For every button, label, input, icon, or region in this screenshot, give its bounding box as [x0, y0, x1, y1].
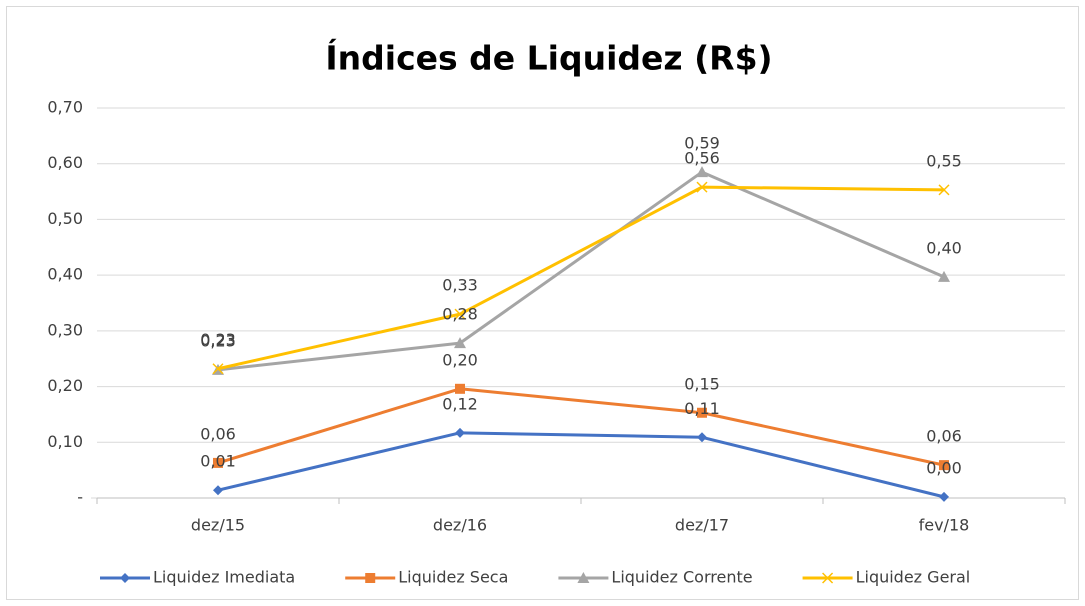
- legend-marker: [365, 573, 376, 583]
- y-tick-label: 0,30: [47, 320, 83, 339]
- y-tick-label: 0,10: [47, 432, 83, 451]
- legend-item: Liquidez Seca: [345, 568, 508, 587]
- data-point: [938, 184, 950, 196]
- data-point: [697, 432, 707, 443]
- chart-border: [6, 6, 1079, 600]
- y-tick-label: 0,70: [47, 98, 83, 117]
- legend-marker: [822, 572, 834, 584]
- data-label: 0,06: [200, 424, 236, 443]
- series-line: [217, 170, 945, 372]
- data-label: 0,28: [442, 305, 478, 324]
- legend-item: Liquidez Corrente: [558, 568, 753, 587]
- legend-label: Liquidez Imediata: [153, 568, 295, 587]
- data-point: [213, 457, 223, 468]
- data-label: 0,23: [200, 331, 236, 350]
- data-label: 0,15: [684, 374, 720, 393]
- data-point: [455, 383, 465, 394]
- data-label: 0,33: [442, 276, 478, 295]
- data-point: [213, 485, 223, 496]
- legend-label: Liquidez Corrente: [611, 568, 752, 587]
- data-label: 0,01: [200, 452, 236, 471]
- y-tick-label: -: [77, 488, 83, 507]
- data-label: 0,06: [926, 427, 962, 446]
- data-label: 0,11: [684, 399, 720, 418]
- legend-marker: [120, 573, 130, 583]
- data-label: 0,20: [442, 350, 478, 369]
- data-point: [939, 460, 949, 471]
- data-label: 0,23: [200, 330, 236, 349]
- y-tick-label: 0,20: [47, 376, 83, 395]
- data-point: [939, 491, 949, 502]
- series-line: [217, 431, 945, 499]
- legend-item: Liquidez Imediata: [100, 568, 295, 587]
- x-tick-label: dez/17: [675, 516, 729, 535]
- data-label: 0,59: [684, 134, 720, 153]
- legend-marker: [577, 572, 590, 583]
- data-point: [454, 308, 466, 320]
- data-label: 0,00: [926, 458, 962, 477]
- data-point: [454, 337, 466, 349]
- data-point: [212, 363, 224, 375]
- chart-title: Índices de Liquidez (R$): [325, 38, 772, 78]
- series-line: [217, 185, 945, 371]
- data-label: 0,12: [442, 394, 478, 413]
- x-tick-label: fev/18: [919, 516, 970, 535]
- legend-item: Liquidez Geral: [802, 568, 971, 587]
- y-tick-label: 0,60: [47, 153, 83, 172]
- data-point: [696, 181, 708, 193]
- x-tick-label: dez/16: [433, 516, 487, 535]
- legend-label: Liquidez Geral: [856, 568, 971, 587]
- data-point: [697, 407, 707, 418]
- y-tick-label: 0,40: [47, 265, 83, 284]
- x-tick-label: dez/15: [191, 516, 245, 535]
- data-label: 0,56: [684, 149, 720, 168]
- series-line: [217, 387, 945, 467]
- data-point: [938, 270, 950, 282]
- data-label: 0,55: [926, 151, 962, 170]
- y-tick-label: 0,50: [47, 209, 83, 228]
- legend-label: Liquidez Seca: [398, 568, 508, 587]
- data-point: [696, 166, 708, 178]
- data-label: 0,40: [926, 238, 962, 257]
- data-point: [455, 427, 465, 438]
